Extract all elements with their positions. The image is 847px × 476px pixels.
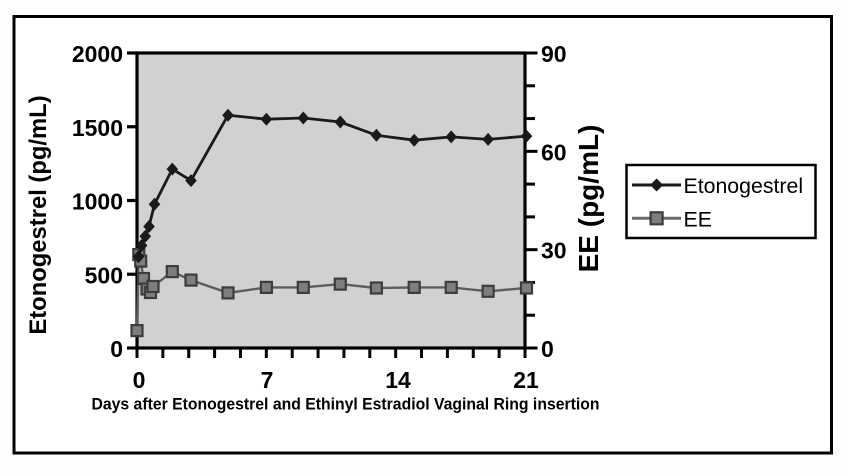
svg-text:0: 0 xyxy=(133,367,146,393)
svg-text:7: 7 xyxy=(261,367,274,393)
svg-text:90: 90 xyxy=(541,41,567,67)
svg-text:0: 0 xyxy=(541,336,554,362)
svg-text:500: 500 xyxy=(85,262,123,288)
svg-text:EE: EE xyxy=(684,207,712,231)
svg-text:Etonogestrel (pg/mL): Etonogestrel (pg/mL) xyxy=(25,95,52,334)
svg-text:Etonogestrel: Etonogestrel xyxy=(684,174,804,198)
svg-text:0: 0 xyxy=(110,336,123,362)
svg-text:EE (pg/mL): EE (pg/mL) xyxy=(573,125,604,273)
svg-text:1500: 1500 xyxy=(72,115,123,141)
svg-text:2000: 2000 xyxy=(72,41,123,67)
svg-text:1000: 1000 xyxy=(72,189,123,215)
svg-text:60: 60 xyxy=(541,139,567,165)
svg-text:30: 30 xyxy=(541,238,567,264)
svg-text:Days after Etonogestrel and Et: Days after Etonogestrel and Ethinyl Estr… xyxy=(92,395,600,414)
svg-text:21: 21 xyxy=(513,367,539,393)
svg-text:14: 14 xyxy=(385,367,411,393)
